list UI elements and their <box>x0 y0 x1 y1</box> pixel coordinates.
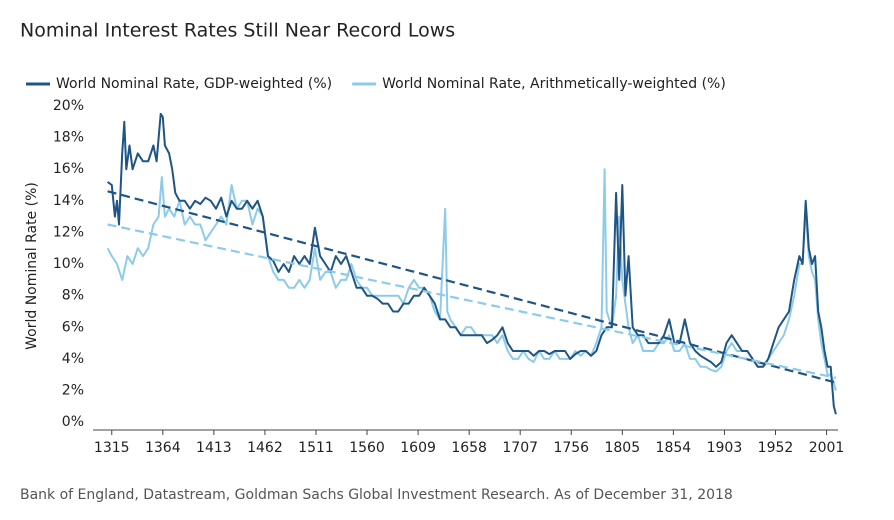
y-tick-label: 14% <box>53 193 84 209</box>
x-tick-label: 1364 <box>145 440 181 456</box>
x-tick-label: 1756 <box>553 440 589 456</box>
y-tick-label: 2% <box>62 382 84 398</box>
x-tick-label: 1511 <box>298 440 334 456</box>
y-tick-label: 20% <box>53 98 84 114</box>
x-tick-label: 1560 <box>349 440 385 456</box>
series-line <box>106 168 837 391</box>
y-tick-label: 16% <box>53 161 84 177</box>
series-line <box>107 112 837 415</box>
legend: World Nominal Rate, GDP-weighted (%) Worl… <box>26 76 726 92</box>
x-tick-label: 2001 <box>809 440 845 456</box>
y-tick-label: 6% <box>62 319 84 335</box>
legend-label: World Nominal Rate, GDP-weighted (%) <box>56 76 332 92</box>
x-tick-label: 1462 <box>247 440 283 456</box>
y-tick-label: 10% <box>53 256 84 272</box>
y-tick-label: 12% <box>53 224 84 240</box>
x-tick-label: 1609 <box>400 440 436 456</box>
x-tick-label: 1854 <box>656 440 692 456</box>
y-tick-label: 4% <box>62 351 84 367</box>
y-tick-label: 18% <box>53 130 84 146</box>
trend-line <box>107 223 837 379</box>
y-tick-label: 0% <box>62 414 84 430</box>
x-tick-label: 1707 <box>502 440 538 456</box>
x-tick-label: 1805 <box>604 440 640 456</box>
x-tick-label: 1315 <box>94 440 130 456</box>
source: Bank of England, Datastream, Goldman Sac… <box>20 487 733 503</box>
x-tick-label: 1903 <box>707 440 743 456</box>
chart-title: Nominal Interest Rates Still Near Record… <box>20 20 455 42</box>
y-tick-label: 8% <box>62 288 84 304</box>
x-tick-label: 1658 <box>451 440 487 456</box>
y-axis-label: World Nominal Rate (%) <box>24 182 40 350</box>
x-tick-label: 1413 <box>196 440 232 456</box>
x-tick-label: 1952 <box>758 440 794 456</box>
legend-label: World Nominal Rate, Arithmetically-weigh… <box>382 76 726 92</box>
